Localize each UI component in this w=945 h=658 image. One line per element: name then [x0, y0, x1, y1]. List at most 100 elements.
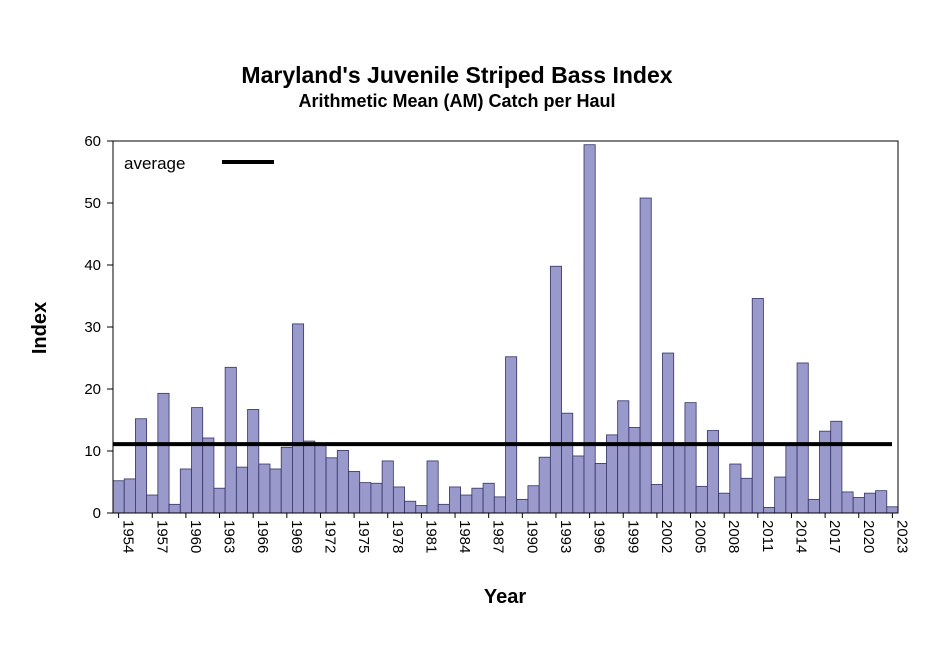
- bar-2008: [718, 492, 731, 514]
- x-tick-label-1957: 1957: [153, 520, 170, 553]
- bar-1995: [572, 455, 585, 514]
- bar-2016: [807, 498, 820, 514]
- bar-1999: [617, 400, 630, 514]
- bar-1987: [482, 482, 495, 514]
- bar-1974: [336, 449, 349, 514]
- bar-2004: [673, 444, 686, 514]
- bar-1969: [280, 446, 293, 514]
- bar-1981: [415, 505, 428, 514]
- x-tick-label-2008: 2008: [725, 520, 742, 553]
- bar-1959: [168, 503, 181, 514]
- bar-1963: [213, 487, 226, 514]
- x-tick-label-1993: 1993: [557, 520, 574, 553]
- y-axis-label: Index: [29, 302, 51, 354]
- bar-2019: [841, 491, 854, 514]
- y-tick-label-40: 40: [84, 257, 101, 274]
- x-tick-label-2002: 2002: [658, 520, 675, 553]
- legend: average: [124, 154, 274, 173]
- bar-1955: [123, 478, 136, 514]
- bar-1970: [292, 323, 305, 514]
- bars-group: [112, 144, 899, 514]
- y-tick-label-60: 60: [84, 133, 101, 150]
- bar-2018: [830, 420, 843, 514]
- bar-1998: [606, 434, 619, 514]
- bar-1971: [303, 440, 316, 514]
- x-tick-label-1990: 1990: [523, 520, 540, 553]
- x-tick-label-2005: 2005: [692, 520, 709, 553]
- bar-1961: [191, 407, 204, 514]
- bar-1966: [247, 409, 260, 514]
- bar-1964: [224, 366, 237, 514]
- bar-1954: [112, 480, 125, 514]
- x-tick-label-1999: 1999: [624, 520, 641, 553]
- bar-1980: [404, 500, 417, 514]
- chart-title: Maryland's Juvenile Striped Bass Index: [241, 62, 672, 88]
- bar-2012: [763, 507, 776, 514]
- bar-1968: [269, 468, 282, 514]
- bar-1992: [538, 456, 551, 514]
- bar-2001: [639, 197, 652, 514]
- bar-1965: [235, 466, 248, 514]
- x-tick-label-1978: 1978: [389, 520, 406, 553]
- y-axis-ticks: 0 10 20 30 40 50 60: [84, 133, 113, 522]
- x-tick-label-1975: 1975: [355, 520, 372, 553]
- bar-1985: [460, 494, 473, 514]
- x-axis-label: Year: [484, 586, 526, 608]
- bar-1975: [348, 471, 361, 514]
- bar-2000: [628, 427, 641, 514]
- bar-1977: [370, 482, 383, 514]
- bar-1967: [258, 463, 271, 514]
- bar-1994: [561, 412, 574, 514]
- x-tick-label-1954: 1954: [120, 520, 137, 553]
- legend-label-average: average: [124, 154, 185, 173]
- bar-2013: [774, 476, 787, 514]
- bar-2005: [684, 402, 697, 514]
- x-axis-ticks: 1954 1957 1960 1963 1966 1969 1972 1975 1978 1981…: [118, 513, 910, 553]
- bar-2021: [863, 492, 876, 514]
- bar-1983: [437, 503, 450, 514]
- y-tick-label-30: 30: [84, 319, 101, 336]
- x-tick-label-2020: 2020: [860, 520, 877, 553]
- bar-2011: [751, 298, 764, 514]
- bar-1958: [157, 392, 170, 514]
- bar-1989: [505, 356, 518, 514]
- bar-1973: [325, 457, 338, 514]
- bar-2022: [875, 490, 888, 514]
- bar-1976: [359, 482, 372, 514]
- x-tick-label-1966: 1966: [254, 520, 271, 553]
- x-tick-label-1969: 1969: [288, 520, 305, 553]
- bar-1979: [392, 486, 405, 514]
- x-tick-label-2014: 2014: [792, 520, 809, 553]
- chart-subtitle: Arithmetic Mean (AM) Catch per Haul: [298, 91, 615, 111]
- bar-1991: [527, 485, 540, 514]
- bar-2010: [740, 477, 753, 514]
- bar-2009: [729, 463, 742, 514]
- bar-2014: [785, 444, 798, 514]
- y-tick-label-0: 0: [93, 505, 101, 522]
- x-tick-label-1996: 1996: [591, 520, 608, 553]
- y-tick-label-10: 10: [84, 443, 101, 460]
- bar-2023: [886, 506, 899, 514]
- x-tick-label-1981: 1981: [422, 520, 439, 553]
- bar-2006: [695, 485, 708, 514]
- bar-2020: [852, 497, 865, 514]
- bar-1972: [314, 444, 327, 514]
- bar-2003: [662, 352, 675, 514]
- x-tick-label-1960: 1960: [187, 520, 204, 553]
- bar-1984: [449, 486, 462, 514]
- bar-1978: [381, 460, 394, 514]
- x-tick-label-1963: 1963: [221, 520, 238, 553]
- x-tick-label-2017: 2017: [826, 520, 843, 553]
- bar-1993: [549, 265, 562, 514]
- bar-1988: [493, 496, 506, 514]
- x-tick-label-2011: 2011: [759, 520, 776, 552]
- bar-1986: [471, 487, 484, 514]
- bar-1982: [426, 460, 439, 514]
- x-tick-label-2023: 2023: [893, 520, 910, 553]
- bar-1956: [135, 418, 148, 514]
- bar-2002: [650, 484, 663, 514]
- bar-1997: [594, 462, 607, 514]
- bar-1996: [583, 144, 596, 514]
- bar-1957: [146, 494, 159, 514]
